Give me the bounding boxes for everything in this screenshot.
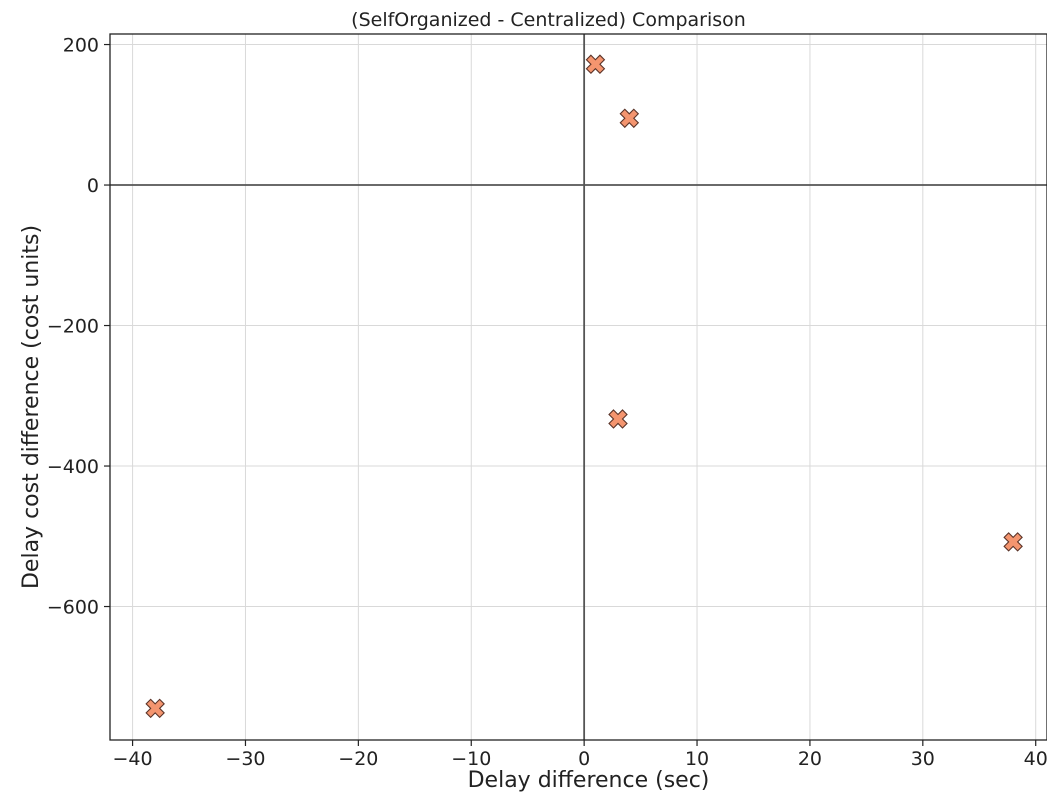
y-tick-label: 200 [63,35,99,57]
data-point [1003,532,1023,552]
x-tick-label: −10 [451,748,491,770]
y-tick-label: −400 [47,456,99,478]
y-tick-label: 0 [87,175,99,197]
reference-lines [110,34,1047,740]
data-point [608,409,628,429]
x-tick-label: 30 [911,748,935,770]
y-tick-label: −200 [47,316,99,338]
data-points [145,54,1023,719]
data-point [619,108,640,129]
x-tick-label: −30 [225,748,265,770]
grid [110,34,1047,740]
y-tick-label: −600 [47,597,99,619]
x-axis-title: Delay difference (sec) [468,768,710,793]
y-axis-ticks: 200 0 −200 −400 −600 [47,35,110,619]
plot-frame [109,33,1047,741]
x-tick-label: 10 [685,748,709,770]
y-axis-title: Delay cost difference (cost units) [19,225,44,589]
data-point [145,698,165,719]
chart-title: (SelfOrganized - Centralized) Comparison [351,9,746,31]
x-tick-label: 20 [798,748,822,770]
x-tick-label: −20 [338,748,378,770]
x-tick-label: 40 [1024,748,1047,770]
x-tick-label: 0 [578,748,590,770]
x-axis-ticks: −40 −30 −20 −10 0 10 20 30 40 [113,740,1047,770]
x-tick-label: −40 [113,748,153,770]
data-point [585,54,606,74]
